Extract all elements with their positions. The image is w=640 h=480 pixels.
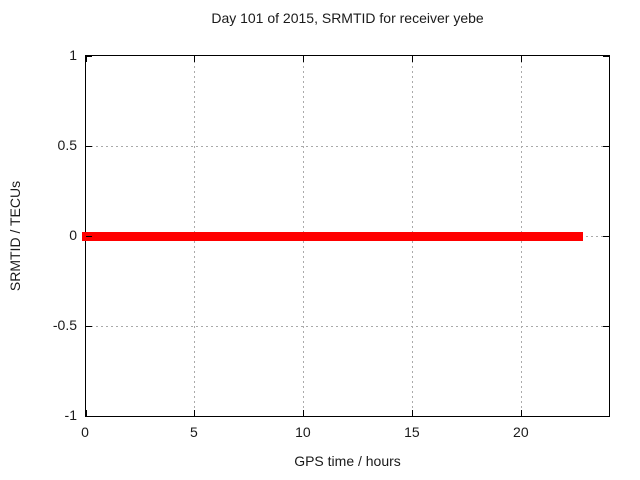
y-tick-label: 0: [69, 227, 77, 243]
y-tick-mirror: [603, 55, 609, 57]
y-gridline: [86, 145, 609, 147]
y-tick-mirror: [603, 415, 609, 417]
x-tick: [303, 410, 305, 416]
y-tick: [86, 145, 92, 147]
x-tick-mirror: [194, 56, 196, 62]
y-tick-mirror: [603, 235, 609, 237]
x-tick: [521, 410, 523, 416]
plot-area: [82, 55, 610, 417]
x-tick-mirror: [412, 56, 414, 62]
x-tick-mirror: [85, 56, 87, 62]
y-tick: [86, 325, 92, 327]
y-tick-mirror: [603, 325, 609, 327]
series-line: [82, 231, 583, 241]
x-axis-label: GPS time / hours: [294, 453, 401, 469]
x-tick-label: 10: [295, 424, 311, 440]
y-tick: [86, 235, 92, 237]
y-tick-label: -0.5: [52, 317, 77, 333]
x-tick: [85, 410, 87, 416]
x-tick-label: 5: [190, 424, 198, 440]
y-tick: [86, 415, 92, 417]
x-tick-mirror: [303, 56, 305, 62]
y-tick-label: 0.5: [57, 137, 77, 153]
y-tick-mirror: [603, 145, 609, 147]
x-tick: [412, 410, 414, 416]
x-tick-label: 15: [404, 424, 420, 440]
y-gridline: [86, 325, 609, 327]
x-tick-mirror: [521, 56, 523, 62]
chart-title: Day 101 of 2015, SRMTID for receiver yeb…: [211, 10, 484, 26]
y-tick: [86, 55, 92, 57]
x-tick-label: 0: [81, 424, 89, 440]
x-tick: [194, 410, 196, 416]
x-tick-label: 20: [513, 424, 529, 440]
y-tick-label: 1: [69, 47, 77, 63]
y-tick-label: -1: [64, 407, 77, 423]
